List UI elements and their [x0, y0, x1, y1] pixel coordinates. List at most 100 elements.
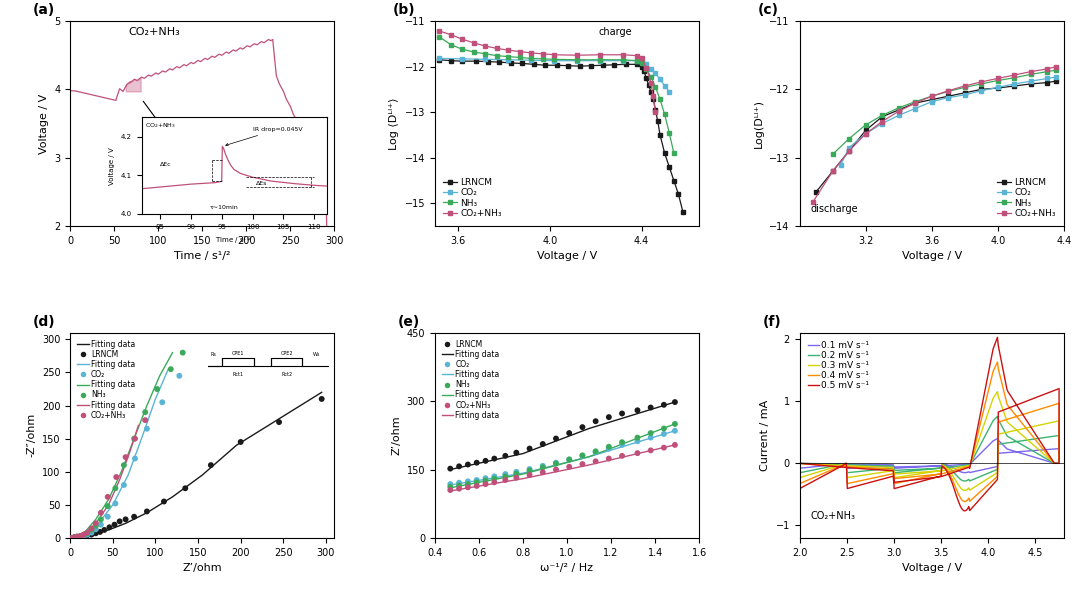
Text: CO₂+NH₃: CO₂+NH₃ [129, 28, 180, 37]
0.1 mV s⁻¹ [1029, 454, 1042, 461]
Point [107, 483, 124, 493]
Legend: LRNCM, CO₂, NH₃, CO₂+NH₃: LRNCM, CO₂, NH₃, CO₂+NH₃ [440, 174, 505, 222]
Y-axis label: Current / mA: Current / mA [760, 400, 770, 471]
Point [71, 531, 89, 541]
Point [613, 409, 631, 418]
Point [561, 455, 578, 465]
0.4 mV s⁻¹ [927, 471, 940, 478]
NH₃ [635, 60, 648, 67]
CO₂ [617, 57, 630, 64]
Point [177, 483, 194, 493]
Point [162, 364, 179, 374]
Point [486, 477, 503, 487]
Point [450, 462, 468, 471]
CO₂ [571, 57, 584, 64]
CO₂+NH₃ [991, 75, 1004, 82]
0.3 mV s⁻¹ [793, 474, 806, 481]
Point [117, 514, 134, 524]
LRNCM [663, 163, 676, 171]
CO₂ [859, 130, 872, 138]
NH₃ [490, 52, 503, 59]
Legend: LRNCM, Fitting data, CO₂, Fitting data, NH₃, Fitting data, CO₂+NH₃, Fitting data: LRNCM, Fitting data, CO₂, Fitting data, … [438, 337, 503, 423]
Y-axis label: -Z″/ohm: -Z″/ohm [26, 413, 37, 457]
0.2 mV s⁻¹ [958, 477, 971, 484]
LRNCM [658, 150, 671, 157]
Point [497, 451, 514, 460]
0.1 mV s⁻¹ [964, 469, 977, 476]
Point [125, 434, 143, 444]
NH₃ [1008, 74, 1021, 81]
CO₂ [958, 91, 971, 99]
Point [548, 434, 565, 444]
Point [588, 447, 605, 457]
NH₃ [649, 84, 662, 91]
NH₃ [639, 66, 652, 73]
Point [450, 481, 468, 490]
NH₃ [667, 150, 680, 157]
0.2 mV s⁻¹ [964, 477, 977, 484]
0.1 mV s⁻¹ [991, 435, 1004, 442]
Point [468, 458, 485, 468]
NH₃ [617, 56, 630, 63]
NH₃ [826, 151, 839, 158]
CO₂+NH₃ [645, 79, 658, 86]
CO₂ [1041, 75, 1054, 82]
CO₂ [548, 57, 561, 64]
Point [508, 448, 525, 457]
LRNCM [470, 58, 483, 65]
NH₃ [658, 111, 671, 118]
LRNCM [958, 89, 971, 96]
LRNCM [908, 100, 921, 107]
Point [629, 433, 646, 442]
Point [535, 468, 552, 477]
Point [68, 532, 85, 542]
LRNCM [991, 84, 1004, 91]
NH₃ [548, 56, 561, 63]
Point [100, 522, 118, 532]
CO₂+NH₃ [1049, 63, 1062, 70]
Text: (b): (b) [393, 3, 415, 17]
Line: LRNCM: LRNCM [437, 58, 685, 214]
NH₃ [1049, 67, 1062, 74]
Point [656, 424, 673, 433]
Point [232, 437, 249, 447]
Point [548, 458, 565, 468]
Point [96, 525, 113, 535]
Point [138, 507, 156, 516]
0.4 mV s⁻¹ [886, 466, 899, 473]
Point [629, 406, 646, 415]
Point [521, 470, 538, 480]
CO₂+NH₃ [537, 50, 550, 58]
0.4 mV s⁻¹ [964, 496, 977, 504]
Point [71, 532, 89, 542]
CO₂+NH₃ [908, 100, 921, 107]
Point [442, 480, 459, 489]
Point [138, 424, 156, 433]
LRNCM [631, 61, 644, 68]
Point [642, 433, 659, 442]
Point [656, 400, 673, 410]
LRNCM [456, 58, 469, 65]
Line: CO₂+NH₃: CO₂+NH₃ [437, 29, 658, 114]
Point [99, 492, 117, 502]
LRNCM [645, 88, 658, 96]
0.3 mV s⁻¹ [793, 460, 806, 467]
CO₂ [942, 94, 955, 101]
Text: (d): (d) [33, 315, 56, 329]
LRNCM [647, 95, 660, 102]
CO₂+NH₃ [876, 118, 889, 125]
CO₂+NH₃ [942, 87, 955, 94]
Y-axis label: Log(Dᴸᴵ⁺): Log(Dᴸᴵ⁺) [754, 99, 764, 148]
Point [79, 528, 96, 537]
CO₂ [908, 105, 921, 112]
Point [79, 528, 96, 538]
Point [83, 529, 100, 539]
CO₂ [975, 87, 988, 94]
Point [83, 525, 100, 535]
Point [642, 403, 659, 412]
Point [71, 532, 89, 542]
CO₂+NH₃ [807, 198, 820, 206]
CO₂+NH₃ [445, 31, 458, 38]
LRNCM [504, 59, 517, 67]
CO₂+NH₃ [826, 168, 839, 175]
